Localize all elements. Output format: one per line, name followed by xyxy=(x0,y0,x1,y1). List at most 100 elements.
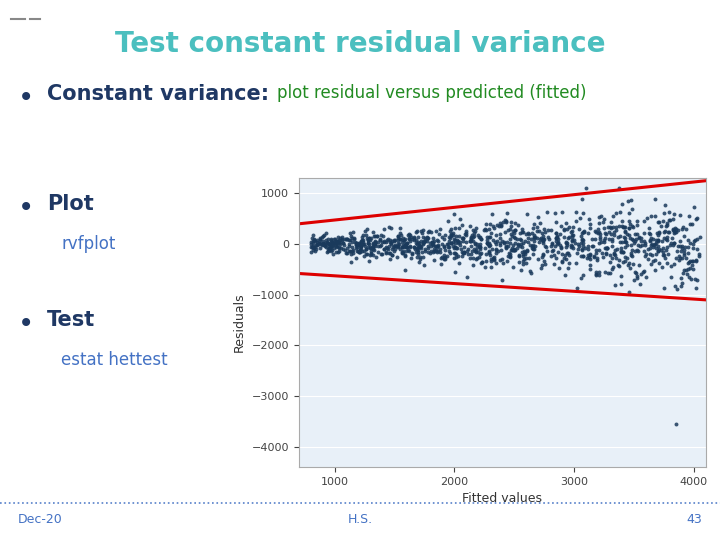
Point xyxy=(306,243,318,252)
Point xyxy=(652,218,664,226)
Point xyxy=(540,259,552,268)
Point xyxy=(577,252,589,261)
Point xyxy=(316,239,328,248)
Point xyxy=(537,234,549,243)
Point xyxy=(495,220,506,229)
Point xyxy=(577,251,588,260)
Point xyxy=(475,258,487,267)
Point xyxy=(598,238,610,247)
Point xyxy=(650,244,662,253)
Point xyxy=(385,239,397,247)
Point xyxy=(317,237,328,245)
Point xyxy=(549,242,560,251)
Point xyxy=(361,245,372,253)
Point xyxy=(470,248,482,256)
Point xyxy=(559,251,570,260)
Point xyxy=(534,238,545,246)
Point xyxy=(677,222,688,231)
Point xyxy=(539,224,550,233)
Point xyxy=(446,239,457,247)
Point xyxy=(518,247,530,255)
Point xyxy=(571,284,582,292)
Point xyxy=(661,236,672,245)
Point xyxy=(399,239,410,247)
Point xyxy=(612,261,624,269)
Point xyxy=(593,238,605,247)
Point xyxy=(346,234,358,242)
Point xyxy=(625,251,636,260)
Point xyxy=(466,234,477,243)
Point xyxy=(408,233,420,241)
Point xyxy=(516,227,528,236)
Point xyxy=(313,240,325,248)
Point xyxy=(617,222,629,231)
Point xyxy=(424,248,436,257)
Point xyxy=(501,238,513,247)
Point xyxy=(673,252,685,260)
Point xyxy=(369,237,380,245)
Point xyxy=(618,222,630,231)
Point xyxy=(576,229,588,238)
Point xyxy=(513,251,525,260)
Point xyxy=(480,220,492,228)
Text: estat hettest: estat hettest xyxy=(61,351,168,369)
Point xyxy=(485,256,496,265)
Point xyxy=(431,226,442,235)
Point xyxy=(441,251,453,260)
Point xyxy=(459,230,471,238)
Point xyxy=(659,234,670,242)
Text: H.S.: H.S. xyxy=(348,513,372,526)
Point xyxy=(572,245,583,254)
Point xyxy=(395,244,406,253)
Point xyxy=(638,217,649,226)
Point xyxy=(412,248,423,256)
Point xyxy=(423,242,434,251)
Point xyxy=(673,255,685,264)
Point xyxy=(521,229,532,238)
Point xyxy=(325,241,337,250)
Point xyxy=(338,238,349,247)
Point xyxy=(449,235,460,244)
Point xyxy=(449,248,460,257)
Point xyxy=(390,241,402,250)
Point xyxy=(356,239,367,248)
Point xyxy=(323,238,334,247)
Point xyxy=(413,245,424,254)
Point xyxy=(415,253,426,261)
Point xyxy=(399,235,410,244)
Point xyxy=(621,230,633,238)
Point xyxy=(483,241,495,250)
Point xyxy=(406,235,418,244)
Point xyxy=(351,239,363,247)
Point xyxy=(471,239,482,248)
Point xyxy=(613,255,625,264)
Point xyxy=(675,274,687,282)
Point xyxy=(662,249,674,258)
Point xyxy=(662,221,673,230)
Text: rvfplot: rvfplot xyxy=(61,235,116,253)
Point xyxy=(418,253,429,261)
Point xyxy=(534,235,546,244)
Point xyxy=(631,217,643,225)
Point xyxy=(513,251,525,260)
Point xyxy=(339,246,351,255)
Point xyxy=(666,233,678,242)
Point xyxy=(567,244,579,252)
Point xyxy=(449,224,461,232)
Point xyxy=(368,246,379,254)
Point xyxy=(508,245,519,254)
Point xyxy=(350,239,361,248)
Point xyxy=(355,237,366,245)
Point xyxy=(369,239,381,247)
Point xyxy=(494,219,505,227)
Point xyxy=(556,243,567,252)
Point xyxy=(534,227,545,235)
Point xyxy=(392,232,404,241)
Point xyxy=(399,266,410,274)
Point xyxy=(329,234,341,243)
Point xyxy=(500,227,511,236)
Point xyxy=(485,233,496,241)
Point xyxy=(536,229,548,238)
Point xyxy=(541,246,553,255)
Point xyxy=(645,211,657,220)
